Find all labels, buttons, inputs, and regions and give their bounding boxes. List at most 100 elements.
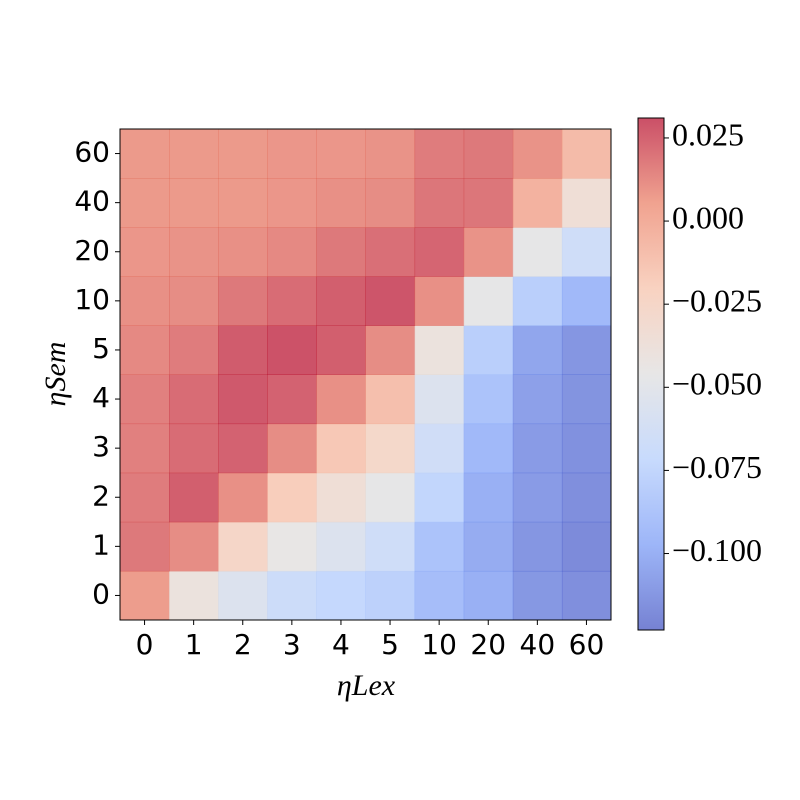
heatmap-cell bbox=[120, 276, 170, 326]
heatmap-cell bbox=[414, 521, 465, 572]
heatmap-cell bbox=[218, 129, 268, 179]
heatmap-cell bbox=[414, 472, 465, 523]
heatmap-cell bbox=[120, 178, 170, 228]
heatmap-cell bbox=[365, 521, 416, 572]
x-tick-label: 2 bbox=[234, 628, 252, 661]
heatmap-cell bbox=[120, 374, 170, 425]
heatmap-cell bbox=[561, 374, 612, 425]
heatmap-cell bbox=[120, 570, 170, 621]
x-tick-label: 10 bbox=[421, 628, 457, 661]
heatmap-cell bbox=[316, 129, 366, 179]
heatmap-cell bbox=[512, 227, 563, 277]
x-tick-label: 4 bbox=[332, 628, 350, 661]
x-tick-label: 0 bbox=[136, 628, 154, 661]
heatmap-cell bbox=[316, 570, 366, 621]
heatmap-cell bbox=[463, 570, 514, 621]
heatmap-cell bbox=[218, 521, 268, 572]
heatmap-cell bbox=[169, 521, 219, 572]
heatmap-cell bbox=[169, 374, 219, 425]
heatmap-cell bbox=[169, 178, 219, 228]
heatmap-cell bbox=[120, 472, 170, 523]
heatmap-cell bbox=[512, 276, 563, 326]
heatmap-cell bbox=[414, 423, 465, 474]
heatmap-cell bbox=[561, 227, 612, 277]
heatmap-cell bbox=[169, 325, 219, 375]
heatmap-cell bbox=[218, 472, 268, 523]
heatmap-cell bbox=[169, 570, 219, 621]
colorbar-tick-label: 0.000 bbox=[672, 199, 744, 235]
heatmap-cell bbox=[365, 227, 416, 277]
heatmap-cell bbox=[267, 178, 317, 228]
x-tick-label: 1 bbox=[185, 628, 203, 661]
heatmap-cell bbox=[512, 129, 563, 179]
heatmap-cell bbox=[267, 570, 317, 621]
heatmap-cell bbox=[463, 374, 514, 425]
colorbar-tick-label: −0.050 bbox=[672, 366, 762, 402]
plot-frame bbox=[119, 128, 612, 621]
heatmap-cell bbox=[365, 129, 416, 179]
heatmap-cell bbox=[218, 374, 268, 425]
heatmap-cell bbox=[316, 227, 366, 277]
colorbar-tick-label: −0.075 bbox=[672, 449, 762, 485]
heatmap-cell bbox=[365, 276, 416, 326]
colorbar bbox=[637, 117, 665, 631]
heatmap-cell bbox=[169, 129, 219, 179]
heatmap-cell bbox=[414, 570, 465, 621]
heatmap-cell bbox=[512, 374, 563, 425]
heatmap-cell bbox=[169, 276, 219, 326]
heatmap-cell bbox=[120, 325, 170, 375]
y-tick-label: 10 bbox=[74, 283, 110, 316]
heatmap-cell bbox=[120, 423, 170, 474]
x-tick-label: 3 bbox=[283, 628, 301, 661]
heatmap-cell bbox=[561, 423, 612, 474]
y-tick-label: 5 bbox=[92, 332, 110, 365]
y-tick-label: 20 bbox=[74, 234, 110, 267]
heatmap-cell bbox=[365, 374, 416, 425]
heatmap-cell bbox=[267, 276, 317, 326]
heatmap-cell bbox=[316, 423, 366, 474]
heatmap-cell bbox=[316, 472, 366, 523]
heatmap-cell bbox=[463, 325, 514, 375]
heatmap-cell bbox=[316, 276, 366, 326]
heatmap-cell bbox=[463, 178, 514, 228]
heatmap-cell bbox=[512, 423, 563, 474]
heatmap-cell bbox=[463, 129, 514, 179]
y-tick-label: 2 bbox=[92, 479, 110, 512]
heatmap-cell bbox=[561, 129, 612, 179]
heatmap-cell bbox=[561, 521, 612, 572]
x-tick-label: 5 bbox=[381, 628, 399, 661]
heatmap-cell bbox=[169, 423, 219, 474]
colorbar-tick-label: −0.100 bbox=[672, 532, 762, 568]
x-tick-label: 40 bbox=[520, 628, 556, 661]
heatmap-cell bbox=[414, 129, 465, 179]
heatmap-cell bbox=[169, 227, 219, 277]
heatmap-cell bbox=[365, 423, 416, 474]
heatmap-cell bbox=[316, 178, 366, 228]
heatmap-cell bbox=[414, 178, 465, 228]
heatmap-cell bbox=[120, 521, 170, 572]
heatmap-cell bbox=[463, 472, 514, 523]
heatmap-cell bbox=[267, 129, 317, 179]
heatmap-cell bbox=[414, 276, 465, 326]
heatmap-cell bbox=[561, 570, 612, 621]
colorbar-tick-label: −0.025 bbox=[672, 283, 762, 319]
y-tick-label: 0 bbox=[92, 577, 110, 610]
heatmap-cell bbox=[463, 227, 514, 277]
heatmap-cell bbox=[267, 423, 317, 474]
heatmap-cell bbox=[414, 227, 465, 277]
x-tick-label: 60 bbox=[569, 628, 605, 661]
heatmap-cell bbox=[316, 374, 366, 425]
heatmap-cell bbox=[561, 276, 612, 326]
heatmap-cell bbox=[365, 178, 416, 228]
heatmap-cell bbox=[512, 472, 563, 523]
heatmap-cell bbox=[561, 325, 612, 375]
heatmap-cell bbox=[267, 325, 317, 375]
heatmap-cell bbox=[561, 178, 612, 228]
heatmap-cell bbox=[218, 276, 268, 326]
heatmap-cell bbox=[463, 423, 514, 474]
colorbar-tick-label: 0.025 bbox=[672, 116, 744, 152]
heatmap-cell bbox=[267, 472, 317, 523]
heatmap-cell bbox=[120, 129, 170, 179]
y-tick-label: 1 bbox=[92, 528, 110, 561]
